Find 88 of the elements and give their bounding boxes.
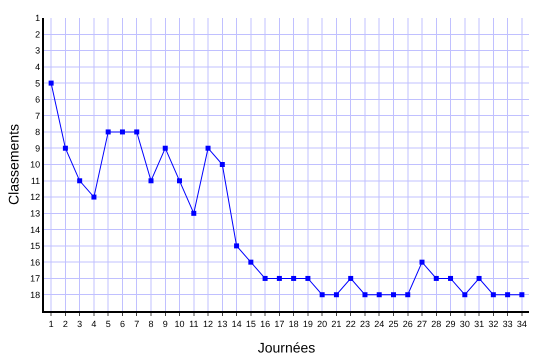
- y-tick-label: 14: [30, 224, 40, 235]
- x-tick-label: 30: [460, 318, 470, 329]
- x-tick-label: 9: [162, 318, 168, 329]
- x-tick-label: 4: [91, 318, 96, 329]
- x-tick-label: 16: [260, 318, 270, 329]
- x-tick-label: 23: [360, 318, 370, 329]
- x-tick-label: 18: [288, 318, 299, 329]
- point: [505, 292, 510, 298]
- x-tick-label: 12: [203, 318, 214, 329]
- x-tick-label: 3: [77, 318, 82, 329]
- point: [376, 292, 382, 298]
- point: [177, 178, 182, 184]
- x-tick-label: 15: [246, 318, 256, 329]
- x-tick-label: 29: [446, 318, 456, 329]
- point: [448, 276, 454, 281]
- point: [320, 292, 325, 298]
- x-tick-label: 20: [317, 318, 328, 329]
- point: [106, 129, 111, 134]
- x-tick-label: 2: [62, 318, 68, 329]
- point: [334, 292, 339, 298]
- point: [148, 178, 154, 184]
- y-tick-label: 9: [35, 143, 40, 154]
- point: [206, 146, 211, 151]
- point: [62, 146, 68, 151]
- point: [220, 162, 225, 167]
- point: [305, 276, 310, 281]
- point: [120, 129, 125, 134]
- point: [362, 292, 368, 298]
- point: [291, 276, 296, 281]
- y-tick-label: 1: [35, 13, 40, 24]
- y-tick-label: 15: [30, 241, 40, 252]
- point: [248, 260, 254, 265]
- point: [276, 276, 282, 281]
- point: [162, 146, 168, 151]
- y-axis-title: Classements: [5, 124, 22, 205]
- point: [476, 276, 482, 281]
- point: [348, 276, 354, 281]
- x-tick-label: 24: [374, 318, 384, 329]
- y-tick-label: 5: [35, 78, 40, 88]
- point: [262, 276, 268, 281]
- point: [390, 292, 396, 298]
- point: [462, 292, 468, 298]
- point: [434, 276, 439, 281]
- point: [91, 194, 96, 200]
- x-tick-label: 33: [502, 318, 513, 329]
- x-tick-label: 8: [148, 318, 154, 329]
- x-tick-label: 11: [189, 318, 198, 329]
- point: [405, 292, 410, 298]
- y-tick-label: 3: [35, 46, 40, 56]
- x-tick-label: 27: [417, 318, 428, 329]
- y-tick-label: 11: [30, 176, 40, 186]
- point: [490, 292, 496, 298]
- x-tick-label: 10: [174, 318, 185, 329]
- point: [134, 129, 140, 134]
- y-tick-label: 18: [30, 290, 40, 300]
- point: [519, 292, 524, 298]
- x-tick-label: 21: [331, 318, 342, 329]
- x-tick-label: 14: [232, 318, 242, 329]
- x-tick-label: 34: [516, 318, 527, 329]
- point: [48, 80, 54, 86]
- x-tick-label: 5: [106, 318, 111, 329]
- x-axis-title: Journées: [258, 340, 316, 356]
- x-tick-label: 26: [402, 318, 413, 329]
- point: [420, 260, 425, 265]
- x-tick-label: 1: [48, 318, 54, 329]
- x-tick-label: 22: [346, 318, 356, 329]
- point: [191, 210, 196, 216]
- y-tick-label: 8: [35, 127, 40, 138]
- x-tick-label: 7: [134, 318, 140, 329]
- x-tick-label: 32: [488, 318, 498, 329]
- y-tick-label: 12: [30, 192, 40, 202]
- x-tick-label: 17: [274, 318, 284, 329]
- x-tick-label: 25: [388, 318, 398, 329]
- point: [234, 243, 240, 248]
- y-tick-label: 2: [35, 29, 40, 40]
- x-tick-label: 13: [217, 318, 228, 329]
- y-tick-label: 4: [35, 62, 40, 72]
- y-tick-label: 7: [35, 110, 40, 121]
- x-tick-label: 31: [474, 318, 484, 329]
- y-tick-label: 10: [30, 160, 40, 170]
- y-tick-label: 16: [30, 257, 40, 268]
- x-tick-label: 28: [431, 318, 442, 329]
- x-tick-label: 6: [120, 318, 125, 329]
- x-tick-label: 19: [302, 318, 313, 329]
- point: [77, 178, 82, 184]
- y-tick-label: 13: [30, 208, 40, 218]
- y-tick-label: 17: [30, 274, 40, 284]
- y-tick-label: 6: [35, 94, 40, 105]
